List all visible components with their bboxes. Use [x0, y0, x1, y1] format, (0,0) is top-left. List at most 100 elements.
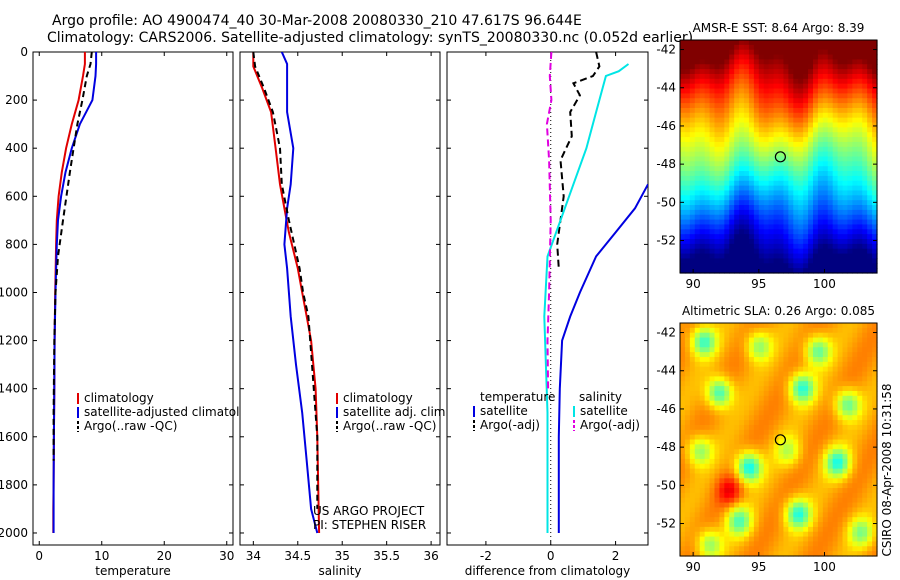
sst-map-cell — [832, 141, 839, 148]
sst-map-cell — [714, 234, 720, 240]
sla-map-cell — [803, 415, 809, 421]
sst-map-cell — [714, 54, 720, 61]
sla-map-cell — [808, 424, 814, 431]
sla-map-cell — [778, 492, 785, 499]
sst-map-cell — [817, 69, 824, 75]
sla-map-cell — [832, 541, 839, 547]
sla-map-cell — [783, 536, 789, 543]
sst-map-cell — [680, 239, 686, 245]
sst-map-cell — [842, 190, 849, 196]
sla-map-cell — [773, 536, 780, 543]
sla-map-cell — [793, 434, 799, 441]
sla-map-cell — [753, 424, 760, 431]
sla-map-cell — [808, 323, 814, 329]
sla-map-cell — [714, 526, 720, 533]
sst-map-cell — [832, 156, 839, 162]
sst-map-cell — [729, 112, 735, 119]
sla-map-cell — [729, 439, 735, 445]
sst-map-cell — [832, 209, 839, 216]
sst-map-cell — [704, 137, 711, 143]
sla-map-cell — [719, 454, 725, 460]
sla-map-cell — [872, 551, 878, 557]
sla-map-cell — [689, 492, 696, 499]
sla-map-cell — [857, 424, 863, 431]
sst-map-cell — [714, 229, 720, 235]
sla-map-cell — [872, 376, 878, 382]
sla-map-cell — [803, 390, 809, 397]
sst-map-cell — [768, 98, 775, 104]
sla-map-cell — [694, 420, 701, 426]
sla-map-cell — [832, 522, 839, 528]
sla-map-cell — [704, 526, 711, 533]
sla-map-cell — [680, 429, 686, 436]
difference-series-salinity-satellite — [543, 63, 630, 533]
sst-map-cell — [758, 54, 765, 61]
sla-map-cell — [817, 424, 824, 431]
sla-map-cell — [714, 361, 720, 368]
sst-map-cell — [842, 195, 849, 201]
sst-map-cell — [832, 107, 839, 114]
sst-map-cell — [689, 156, 696, 162]
sla-map-cell — [684, 429, 691, 436]
sla-map-cell — [719, 522, 725, 528]
sst-map-cell — [822, 64, 829, 70]
sst-map-cell — [862, 112, 868, 119]
sst-map-cell — [699, 69, 706, 75]
sst-map-cell — [827, 54, 834, 61]
sst-map-cell — [704, 234, 711, 240]
sla-map-cell — [763, 512, 770, 518]
sla-map-cell — [822, 332, 829, 339]
sst-map-cell — [704, 185, 711, 192]
sst-map-cell — [773, 229, 780, 235]
sla-map-cell — [719, 352, 725, 358]
sla-map-cell — [793, 541, 799, 547]
sla-map-cell — [773, 458, 780, 465]
sla-map-cell — [803, 483, 809, 489]
sla-map-cell — [758, 454, 765, 460]
sst-map-cell — [709, 253, 716, 260]
sla-map-cell — [724, 323, 730, 329]
sla-map-cell — [827, 337, 834, 344]
sla-map-cell — [729, 376, 735, 382]
sla-map-cell — [724, 386, 730, 392]
sla-map-cell — [758, 424, 765, 431]
sla-map-cell — [734, 410, 740, 416]
sst-map-cell — [744, 224, 750, 230]
sla-map-cell — [837, 356, 844, 363]
sst-map-cell — [788, 214, 794, 221]
sla-map-cell — [852, 356, 858, 363]
sst-map-cell — [867, 229, 873, 235]
sla-map-cell — [694, 531, 701, 538]
sla-map-cell — [837, 541, 844, 547]
sst-map-cell — [812, 88, 819, 94]
sst-map-cell — [803, 258, 809, 264]
sla-map-cell — [753, 429, 760, 436]
sla-map-cell — [852, 507, 858, 513]
sla-map-cell — [753, 497, 760, 504]
sla-map-cell — [714, 381, 720, 387]
sla-map-cell — [709, 444, 716, 450]
sst-map-cell — [734, 180, 740, 187]
sst-map-cell — [803, 156, 809, 162]
sla-map-cell — [808, 332, 814, 339]
sla-map-cell — [719, 444, 725, 450]
sla-map-cell — [808, 371, 814, 377]
sla-map-cell — [714, 337, 720, 344]
sla-map-cell — [822, 522, 829, 528]
sla-map-cell — [793, 531, 799, 538]
sla-map-cell — [773, 347, 780, 353]
sla-map-cell — [822, 371, 829, 377]
sst-map-cell — [739, 49, 745, 56]
sla-map-cell — [680, 497, 686, 504]
sst-map-cell — [744, 141, 750, 148]
sla-map-cell — [724, 400, 730, 407]
sla-map-cell — [768, 410, 775, 416]
sst-map-cell — [684, 59, 691, 65]
sla-map-cell — [812, 551, 819, 557]
salinity-legend-2-label: Argo(..raw -QC) — [343, 419, 436, 433]
sla-map-cell — [817, 536, 824, 543]
sla-map-cell — [744, 444, 750, 450]
sst-map-cell — [842, 141, 849, 148]
sst-map-cell — [724, 185, 730, 192]
sla-map-cell — [768, 327, 775, 334]
